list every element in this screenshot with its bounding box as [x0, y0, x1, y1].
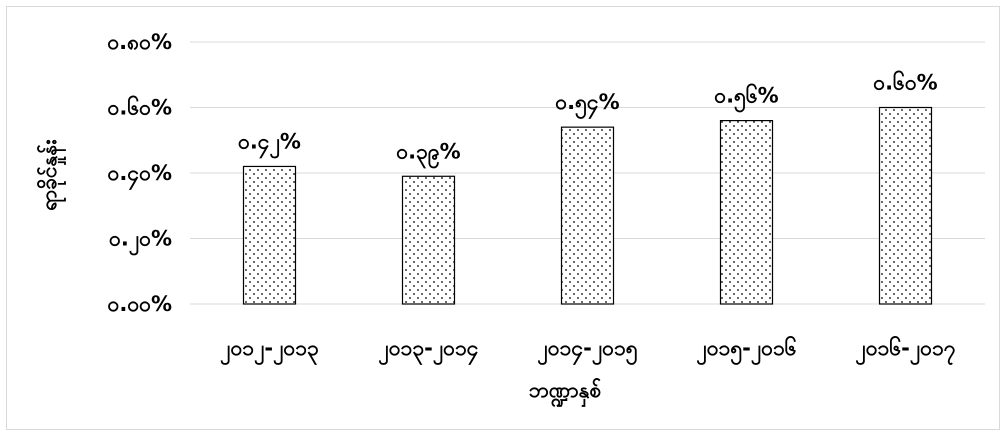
y-tick-label: ၀.၂၀%	[109, 227, 172, 257]
y-tick-label: ၀.၄၀%	[108, 161, 172, 191]
x-category-label: ၂၀၁၂-၂၀၁၃	[220, 336, 319, 366]
chart-frame	[6, 6, 1000, 430]
x-category-label: ၂၀၁၆-၂၀၁၇	[855, 334, 955, 366]
bar	[878, 106, 933, 305]
bar	[560, 126, 615, 305]
bar	[242, 165, 297, 305]
bar-data-label: ၀.၅၆%	[714, 82, 778, 114]
x-category-label: ၂၀၁၃-၂၀၁၄	[378, 336, 478, 366]
x-axis-title: ဘဏ္ဍာနှစ်	[529, 376, 602, 408]
y-axis-title: ရာခိုင်နှုန်း	[35, 139, 67, 211]
bar-data-label: ၀.၅၄%	[555, 90, 619, 120]
x-axis-categories: ၂၀၁၂-၂၀၁၃ ၂၀၁၃-၂၀၁၄ ၂၀၁၄-၂၀၁၅ ၂၀၁၅-၂၀၁၆ ၂၀၁၆…	[220, 334, 956, 366]
bar	[719, 119, 774, 305]
bar-data-label: ၀.၃၉%	[396, 139, 460, 169]
bar-data-label: ၀.၄၂%	[238, 129, 301, 159]
y-tick-label: ၀.၆၀%	[108, 94, 172, 120]
bars	[242, 106, 933, 305]
bar-data-label: ၀.၆၀%	[873, 69, 937, 95]
y-tick-label: ၀.၀၀%	[108, 292, 172, 316]
y-tick-label: ၀.၈၀%	[107, 30, 172, 54]
x-category-label: ၂၀၁၄-၂၀၁၅	[537, 336, 637, 366]
y-axis-ticks: ၀.၀၀% ၀.၂၀% ၀.၄၀% ၀.၆၀% ၀.၈၀%	[107, 30, 172, 316]
x-category-label: ၂၀၁၅-၂၀၁၆	[696, 334, 796, 366]
bar	[401, 175, 456, 305]
